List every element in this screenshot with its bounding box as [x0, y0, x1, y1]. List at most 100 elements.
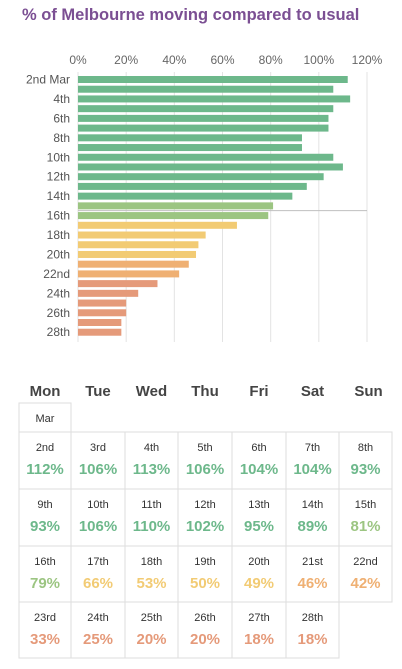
bar-chart: 0% 20% 40% 60% 80% 100% 120% 2nd Mar 4th 6th 8th 10…	[26, 53, 383, 342]
day-header-fri: Fri	[249, 383, 268, 400]
bar-25th	[78, 299, 127, 307]
calendar-cell: 23rd 33%	[18, 601, 72, 659]
day-header-thu: Thu	[191, 383, 219, 400]
bar-28th	[78, 328, 122, 336]
calendar-cell: 8th 93%	[338, 431, 393, 490]
cell-value: 93%	[350, 461, 380, 478]
y-tick-label: 2nd Mar	[26, 73, 70, 87]
calendar-cell: 24th 25%	[70, 601, 126, 659]
cell-date: 14th	[302, 499, 323, 511]
calendar-cell: 11th 110%	[124, 488, 179, 547]
bar-14th	[78, 192, 293, 200]
bar-20th	[78, 250, 197, 258]
cell-value: 106%	[79, 461, 117, 478]
x-tick-label: 20%	[114, 53, 138, 67]
cell-date: 28th	[302, 612, 323, 624]
chart-title: % of Melbourne moving compared to usual	[22, 6, 360, 24]
cell-value: 106%	[79, 518, 117, 535]
calendar-cell: 18th 53%	[124, 545, 179, 603]
cell-value: 20%	[136, 631, 166, 648]
calendar-cell: 17th 66%	[70, 545, 126, 603]
bar-3rd	[78, 85, 334, 93]
cell-value: 20%	[190, 631, 220, 648]
cell-date: 13th	[248, 499, 269, 511]
y-tick-label: 4th	[53, 92, 70, 106]
month-cell	[18, 402, 72, 433]
calendar-cell: 27th 18%	[231, 601, 287, 659]
calendar-cell: 26th 20%	[177, 601, 233, 659]
day-header-sun: Sun	[354, 383, 382, 400]
y-tick-label: 18th	[47, 228, 70, 242]
y-tick-label: 24th	[47, 286, 70, 300]
x-tick-label: 40%	[162, 53, 186, 67]
bar-10th	[78, 153, 334, 161]
y-tick-label: 26th	[47, 306, 70, 320]
cell-value: 113%	[133, 461, 171, 478]
cell-value: 42%	[350, 575, 380, 592]
cell-date: 7th	[305, 442, 320, 454]
calendar-cell: 15th 81%	[338, 488, 393, 547]
bar-17th	[78, 221, 237, 229]
y-tick-label: 6th	[53, 111, 70, 125]
cell-date: 26th	[194, 612, 215, 624]
y-tick-label: 14th	[47, 189, 70, 203]
cell-date: 18th	[141, 556, 162, 568]
month-label: Mar	[36, 413, 55, 425]
y-tick-label: 10th	[47, 150, 70, 164]
cell-date: 17th	[87, 556, 108, 568]
x-tick-label: 80%	[259, 53, 283, 67]
cell-date: 10th	[87, 499, 108, 511]
cell-date: 4th	[144, 442, 159, 454]
cell-date: 3rd	[90, 442, 106, 454]
cell-date: 9th	[37, 499, 52, 511]
cell-date: 2nd	[36, 442, 54, 454]
calendar-cell: 19th 50%	[177, 545, 233, 603]
calendar-cell: 2nd 112%	[18, 431, 72, 490]
day-header-tue: Tue	[85, 383, 111, 400]
calendar-cell: 9th 93%	[18, 488, 72, 547]
calendar-cell: 13th 95%	[231, 488, 287, 547]
bar-22nd	[78, 270, 180, 278]
calendar-cell: 28th 18%	[285, 601, 340, 659]
cell-value: 102%	[186, 518, 224, 535]
bar-18th	[78, 231, 206, 239]
calendar-cell: 6th 104%	[231, 431, 287, 490]
cell-value: 66%	[83, 575, 113, 592]
cell-date: 12th	[194, 499, 215, 511]
cell-date: 20th	[248, 556, 269, 568]
cell-value: 93%	[30, 518, 60, 535]
calendar-cell: 4th 113%	[124, 431, 179, 490]
bar-24th	[78, 289, 139, 297]
bar-8th	[78, 134, 302, 142]
bar-16th	[78, 212, 269, 220]
bar-4th	[78, 95, 351, 103]
calendar-cell: 5th 106%	[177, 431, 233, 490]
calendar-cell: 3rd 106%	[70, 431, 126, 490]
cell-value: 18%	[244, 631, 274, 648]
cell-value: 46%	[297, 575, 327, 592]
calendar-cell: 20th 49%	[231, 545, 287, 603]
calendar-cell: 10th 106%	[70, 488, 126, 547]
cell-value: 33%	[30, 631, 60, 648]
bar-23rd	[78, 280, 158, 288]
cell-value: 104%	[293, 461, 331, 478]
cell-date: 19th	[194, 556, 215, 568]
cell-date: 11th	[141, 499, 162, 511]
x-tick-label: 120%	[352, 53, 383, 67]
x-tick-label: 0%	[69, 53, 87, 67]
calendar-cell: 21st 46%	[285, 545, 340, 603]
cell-value: 79%	[30, 575, 60, 592]
bar-27th	[78, 319, 122, 326]
cell-date: 5th	[197, 442, 212, 454]
cell-date: 21st	[302, 556, 323, 568]
y-tick-label: 20th	[47, 247, 70, 261]
cell-value: 18%	[297, 631, 327, 648]
calendar-cell: 7th 104%	[285, 431, 340, 490]
cell-value: 110%	[133, 518, 171, 535]
bar-6th	[78, 114, 329, 122]
x-tick-label: 60%	[210, 53, 234, 67]
day-header-wed: Wed	[136, 383, 167, 400]
cell-value: 104%	[240, 461, 278, 478]
cell-date: 16th	[34, 556, 55, 568]
cell-value: 81%	[350, 518, 380, 535]
